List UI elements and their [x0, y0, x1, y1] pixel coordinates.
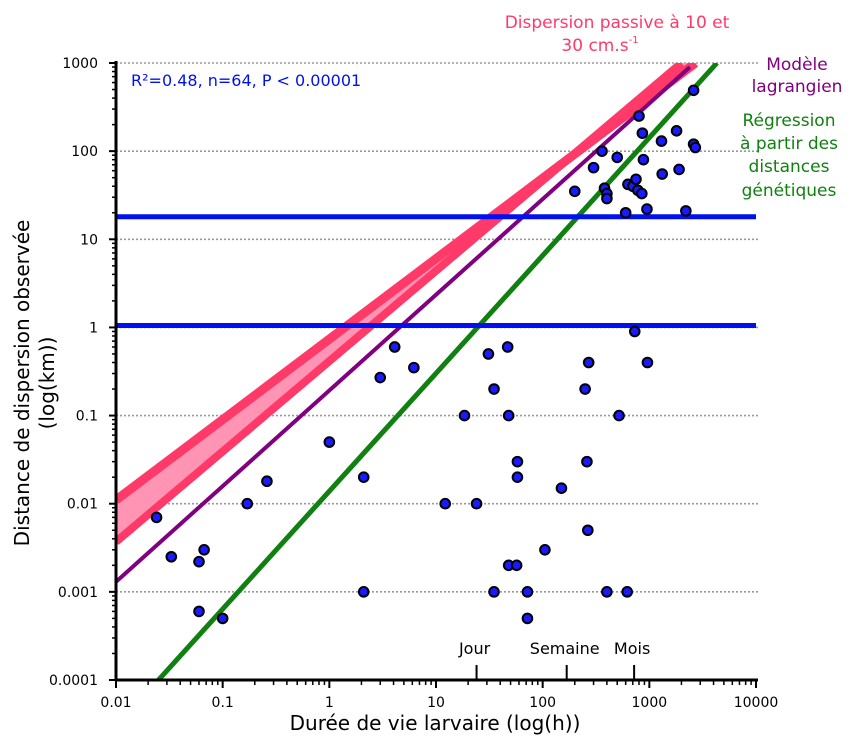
y-tick-label: 100: [71, 144, 98, 160]
data-point: [641, 203, 653, 215]
x-tick-label: 10: [427, 695, 445, 711]
x-tick-label: 10000: [734, 695, 779, 711]
data-point: [680, 205, 692, 217]
data-point: [439, 497, 452, 510]
data-point: [193, 605, 205, 618]
data-point: [511, 471, 524, 483]
data-point: [656, 168, 668, 180]
regression-label-line4: génétiques: [742, 181, 837, 201]
data-point: [670, 125, 683, 137]
data-point: [501, 341, 514, 353]
x-tick-label: 1000: [632, 695, 668, 711]
data-point: [511, 455, 524, 468]
lagrangian-label-line1: Modèle: [766, 55, 828, 75]
data-point: [241, 497, 254, 510]
data-point: [596, 145, 608, 157]
regression-label-line3: distances: [749, 157, 830, 177]
data-point: [323, 436, 336, 448]
data-point: [582, 524, 594, 537]
y-axis-title-line1: Distance de dispersion observée: [10, 220, 34, 547]
stats-annotation: R²=0.48, n=64, P < 0.00001: [131, 71, 361, 90]
time-marker-label: Jour: [458, 639, 491, 658]
data-point: [510, 559, 523, 572]
data-point: [687, 84, 700, 97]
data-point: [165, 550, 178, 563]
data-point: [636, 187, 648, 200]
data-point: [521, 612, 534, 625]
regression-label-line1: Régression: [743, 111, 836, 131]
y-tick-label: 0.1: [76, 409, 98, 425]
y-tick-label: 0.001: [58, 585, 98, 601]
data-point: [611, 151, 624, 164]
data-point: [628, 325, 641, 338]
data-point: [579, 383, 591, 395]
data-point: [261, 475, 273, 488]
time-markers: Jour Semaine Mois: [458, 639, 650, 680]
data-point: [673, 163, 685, 176]
data-point: [488, 383, 500, 395]
passive-dispersion-label-line1: Dispersion passive à 10 et: [505, 13, 730, 33]
passive-lower-line: [116, 63, 685, 545]
y-tick-label: 1000: [62, 56, 98, 72]
axes: [109, 61, 758, 688]
data-point: [641, 356, 654, 369]
data-point: [521, 586, 534, 598]
x-tick-label: 0.1: [212, 695, 234, 711]
x-axis-title: Durée de vie larvaire (log(h)): [290, 711, 581, 735]
data-point: [388, 341, 401, 353]
data-point: [655, 135, 668, 147]
y-tick-label: 0.0001: [49, 673, 98, 689]
y-axis-title-line2: (log(km)): [35, 337, 59, 430]
regression-line: [156, 63, 719, 680]
data-point: [637, 153, 650, 166]
passive-dispersion-label-line2: 30 cm.s-1: [561, 35, 638, 56]
y-tick-label: 0.01: [67, 497, 98, 513]
data-point: [630, 173, 642, 186]
data-point: [581, 455, 593, 468]
x-tick-label: 1: [325, 695, 334, 711]
series-layer: [116, 63, 756, 680]
data-point: [539, 544, 551, 556]
data-point: [150, 511, 163, 524]
time-marker-label: Mois: [614, 639, 650, 658]
data-point: [374, 371, 387, 384]
data-point: [488, 586, 500, 598]
data-points: [150, 84, 702, 625]
data-point: [408, 361, 420, 374]
data-point: [502, 409, 515, 422]
data-point: [587, 161, 600, 174]
data-point: [601, 192, 613, 205]
x-tick-label: 100: [529, 695, 556, 711]
data-point: [482, 348, 495, 360]
passive-unit-text: 30 cm.s: [561, 36, 628, 56]
lagrangian-label-line2: lagrangien: [752, 77, 843, 97]
data-point: [636, 127, 649, 139]
data-point: [216, 612, 229, 625]
data-point: [633, 110, 645, 122]
data-point: [555, 482, 568, 494]
data-point: [582, 356, 595, 369]
data-point: [357, 471, 370, 483]
time-marker-label: Semaine: [530, 639, 600, 658]
data-point: [619, 206, 632, 219]
data-point: [357, 586, 370, 598]
y-tick-label: 10: [80, 232, 98, 248]
data-point: [568, 185, 581, 198]
x-tick-label: 0.01: [100, 695, 131, 711]
y-tick-label: 1: [89, 320, 98, 336]
data-point: [613, 409, 625, 422]
data-point: [198, 544, 210, 556]
data-point: [689, 141, 702, 154]
passive-unit-superscript: -1: [629, 35, 639, 46]
data-point: [470, 497, 483, 510]
data-point: [601, 586, 613, 598]
data-point: [193, 555, 205, 568]
data-point: [621, 586, 633, 598]
regression-label-line2: à partir des: [740, 134, 838, 154]
tick-labels: 0.0001 0.001 0.01 0.1 1 10 100 1000 0.01 0.1 1 10 10…: [49, 56, 778, 711]
data-point: [458, 409, 471, 422]
